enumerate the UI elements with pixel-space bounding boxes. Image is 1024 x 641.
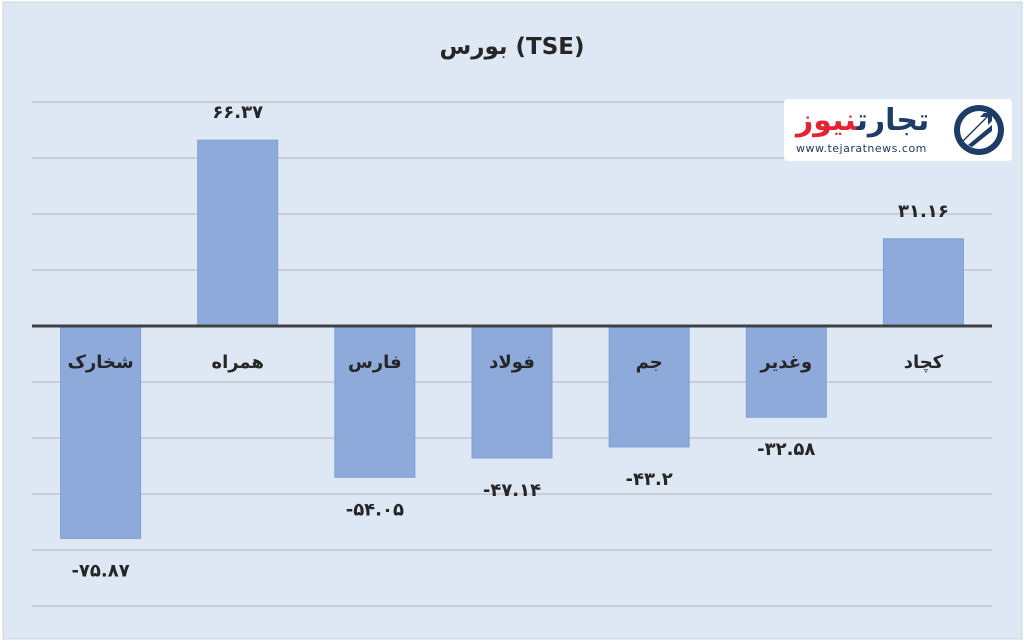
bar-1 bbox=[60, 325, 142, 539]
watermark-url: www.tejaratnews.com bbox=[796, 142, 927, 155]
data-label: -۳۲.۵۸ bbox=[757, 439, 815, 460]
data-label: ۶۶.۳۷ bbox=[212, 102, 263, 123]
bar-5 bbox=[608, 325, 690, 448]
category-label: کچاد bbox=[904, 352, 944, 373]
data-label: -۵۴.۰۵ bbox=[346, 499, 404, 520]
data-label: -۴۳.۲ bbox=[626, 469, 673, 490]
category-label: شخارک bbox=[67, 352, 133, 373]
tejarat-emblem-icon bbox=[954, 105, 1004, 155]
category-label: جم bbox=[636, 352, 663, 373]
labels: شخارک -۷۵.۸۷ همراه ۶۶.۳۷ فارس -۵۴.۰۵ فولاد -۴۷.… bbox=[67, 102, 948, 581]
watermark-logo: تجارتنیوز www.tejaratnews.com bbox=[784, 99, 1012, 161]
category-label: همراه bbox=[211, 352, 264, 373]
category-label: وغدیر bbox=[759, 352, 812, 373]
data-label: -۴۷.۱۴ bbox=[483, 480, 541, 501]
category-label: فولاد bbox=[489, 352, 535, 373]
watermark-brand: تجارتنیوز bbox=[796, 103, 929, 139]
bar-4 bbox=[471, 325, 553, 459]
watermark-brand-red: نیوز bbox=[796, 103, 857, 138]
chart-title: بورس (TSE) bbox=[439, 34, 584, 60]
bars bbox=[60, 139, 964, 539]
category-label: فارس bbox=[348, 352, 402, 373]
bar-2 bbox=[197, 139, 279, 327]
data-label: ۳۱.۱۶ bbox=[898, 201, 949, 222]
data-label: -۷۵.۸۷ bbox=[71, 560, 129, 581]
bar-7 bbox=[882, 238, 964, 327]
bar-3 bbox=[334, 325, 416, 478]
watermark-brand-blue: تجارت bbox=[856, 103, 930, 138]
bar-6 bbox=[745, 325, 827, 418]
